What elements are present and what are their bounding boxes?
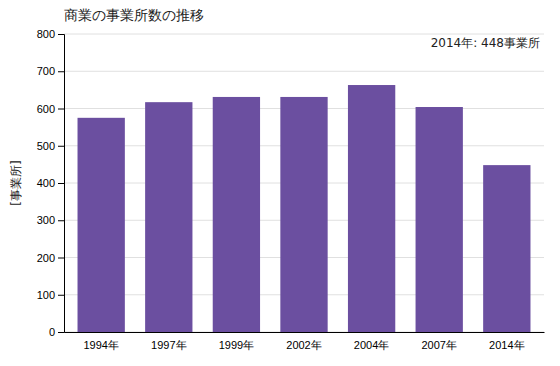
tick-mark — [58, 34, 64, 35]
tick-label: 800 — [37, 28, 55, 40]
tick-label: 0 — [49, 326, 55, 338]
tick: 800 — [37, 28, 64, 40]
tick-label: 2014年 — [489, 339, 524, 351]
tick: 2004年 — [354, 339, 389, 351]
tick-label: 2002年 — [286, 339, 321, 351]
tick-label: 1999年 — [219, 339, 254, 351]
tick: 100 — [37, 289, 64, 301]
axis-line — [65, 332, 545, 333]
tick: 600 — [37, 103, 64, 115]
grid-line — [64, 71, 544, 72]
tick: 700 — [37, 65, 64, 77]
bar — [416, 107, 463, 332]
tick-label: 1997年 — [151, 339, 186, 351]
tick-mark — [58, 332, 64, 333]
tick-mark — [58, 109, 64, 110]
tick-label: 2004年 — [354, 339, 389, 351]
tick: 200 — [37, 252, 64, 264]
tick-label: 400 — [37, 177, 55, 189]
tick-mark — [58, 220, 64, 221]
bars — [78, 85, 531, 332]
tick: 2002年 — [286, 339, 321, 351]
tick: 2014年 — [489, 339, 524, 351]
tick-label: 200 — [37, 252, 55, 264]
tick-mark — [58, 183, 64, 184]
y-axis: 0 100 200 300 400 500 600 700 800 — [37, 28, 65, 338]
title: 商業の事業所数の推移 — [64, 7, 204, 23]
tick-mark — [58, 71, 64, 72]
annotation: 2014年: 448事業所 — [431, 36, 540, 50]
bar — [483, 165, 530, 332]
chart: 0 100 200 300 400 500 600 700 800 1994年 1997年 1999年… — [0, 0, 560, 366]
tick-label: 300 — [37, 214, 55, 226]
grid-line — [64, 34, 544, 35]
tick-label: 500 — [37, 140, 55, 152]
tick: 1997年 — [151, 339, 186, 351]
tick-label: 1994年 — [83, 339, 118, 351]
tick-label: 2007年 — [421, 339, 456, 351]
tick-label: 600 — [37, 103, 55, 115]
grid — [64, 34, 544, 332]
tick: 2007年 — [421, 339, 456, 351]
tick: 500 — [37, 140, 64, 152]
tick-label: 700 — [37, 65, 55, 77]
axis-line — [58, 35, 65, 333]
tick-mark — [58, 258, 64, 259]
x-axis: 1994年 1997年 1999年 2002年 2004年 2007年 2014年 — [65, 333, 545, 351]
bar — [348, 85, 395, 332]
tick-label: 100 — [37, 289, 55, 301]
y-axis-title: [事業所] — [9, 160, 23, 205]
tick: 1994年 — [83, 339, 118, 351]
tick: 300 — [37, 214, 64, 226]
tick-mark — [58, 146, 64, 147]
bar — [213, 97, 260, 332]
bar — [145, 102, 192, 332]
tick: 0 — [49, 326, 64, 338]
plot: 0 100 200 300 400 500 600 700 800 1994年 1997年 1999年… — [37, 28, 545, 351]
tick-mark — [58, 295, 64, 296]
tick: 1999年 — [219, 339, 254, 351]
bar — [78, 118, 125, 332]
bar — [280, 97, 327, 332]
tick: 400 — [37, 177, 64, 189]
